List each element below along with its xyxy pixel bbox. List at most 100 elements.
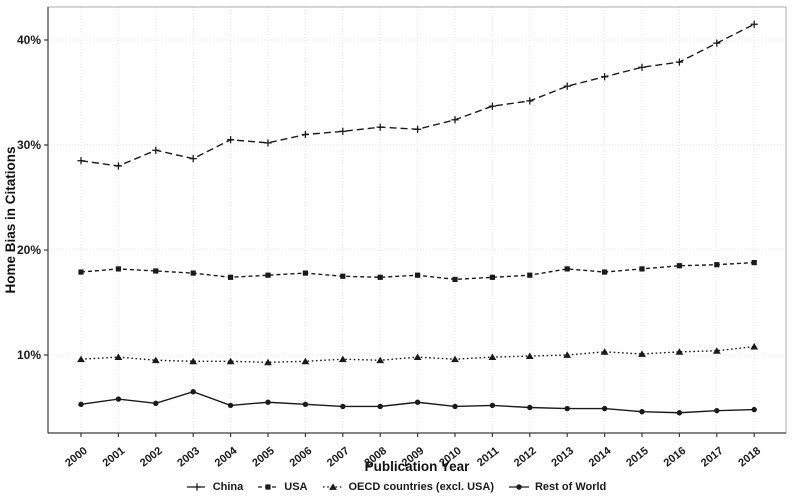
square-marker-icon: [714, 262, 720, 268]
x-tick-label: 2001: [101, 445, 128, 470]
triangle-marker-icon: [376, 356, 385, 364]
square-marker-icon: [751, 260, 757, 266]
x-tick-label: 2005: [250, 445, 277, 470]
triangle-marker-icon: [264, 358, 272, 366]
y-tick-label: 30%: [17, 138, 41, 152]
circle-marker-icon: [190, 389, 196, 395]
triangle-marker-icon: [712, 347, 721, 354]
square-marker-icon: [265, 484, 271, 490]
square-marker-icon: [527, 272, 533, 278]
chart-legend: China USA OECD countries (excl. USA) Res…: [0, 477, 792, 497]
series-oecd-countries-excl-usa-: [77, 343, 759, 366]
x-tick-label: 2003: [175, 445, 202, 470]
square-legend-key: [258, 484, 279, 490]
square-marker-icon: [602, 269, 608, 275]
x-tick-label: 2014: [587, 444, 614, 469]
legend-item-usa: USA: [257, 480, 308, 494]
x-tick-label: 2013: [549, 445, 576, 470]
x-tick-label: 2000: [63, 445, 90, 470]
circle-legend-key: [508, 484, 529, 490]
triangle-legend-key: [322, 483, 343, 490]
x-tick-label: 2007: [325, 445, 352, 470]
series-usa: [78, 260, 757, 282]
x-tick-label: 2011: [475, 445, 501, 469]
legend-item-oecd: OECD countries (excl. USA): [322, 480, 494, 494]
triangle-marker-icon: [750, 343, 759, 350]
data-series: [77, 20, 759, 416]
legend-label: OECD countries (excl. USA): [348, 481, 494, 493]
series-china: [77, 20, 758, 170]
circle-marker-icon: [564, 405, 570, 412]
square-marker-icon: [302, 270, 308, 276]
legend-label: Rest of World: [534, 481, 607, 493]
circle-marker-icon: [115, 396, 122, 402]
square-marker-icon: [190, 270, 196, 276]
legend-item-china: China: [186, 480, 244, 494]
triangle-marker-icon: [675, 348, 684, 355]
circle-marker-icon: [751, 406, 757, 413]
circle-marker-icon: [227, 402, 234, 409]
square-marker-icon: [377, 274, 383, 280]
square-marker-icon: [415, 272, 421, 278]
circle-marker-icon: [452, 403, 458, 410]
triangle-marker-icon: [114, 353, 123, 360]
circle-marker-icon: [676, 410, 683, 416]
circle-marker-icon: [78, 401, 84, 408]
triangle-marker-icon: [600, 348, 609, 355]
circle-marker-icon: [714, 407, 720, 414]
square-marker-icon: [489, 274, 495, 280]
triangle-marker-icon: [338, 355, 347, 363]
circle-marker-icon: [508, 480, 530, 494]
circle-marker-icon: [302, 401, 309, 408]
triangle-marker-icon: [563, 351, 572, 358]
legend-label: USA: [284, 481, 308, 493]
square-marker-icon: [564, 266, 570, 272]
square-marker-icon: [340, 273, 346, 279]
square-marker-icon: [78, 269, 84, 275]
square-marker-icon: [153, 268, 159, 274]
panel-border: [47, 6, 787, 434]
circle-marker-icon: [639, 409, 645, 415]
x-tick-label: 2004: [213, 444, 240, 469]
triangle-marker-icon: [638, 350, 646, 357]
triangle-marker-icon: [525, 352, 534, 359]
triangle-marker-icon: [151, 356, 160, 364]
plus-marker-icon: [186, 480, 208, 494]
circle-marker-icon: [516, 484, 522, 490]
plus-legend-key: [186, 483, 207, 491]
panel-outline: [47, 6, 787, 434]
circle-marker-icon: [340, 403, 346, 410]
x-tick-label: 2012: [512, 445, 539, 470]
x-tick-label: 2018: [736, 445, 763, 470]
y-axis-title: Home Bias in Citations: [3, 146, 18, 293]
y-tick-label: 20%: [17, 243, 41, 257]
circle-marker-icon: [489, 402, 496, 409]
circle-marker-icon: [601, 405, 608, 412]
triangle-marker-icon: [226, 357, 235, 365]
legend-item-rest-of-world: Rest of World: [508, 480, 606, 494]
x-tick-label: 2016: [662, 445, 689, 470]
square-marker-icon: [257, 480, 279, 494]
circle-marker-icon: [265, 399, 271, 405]
square-marker-icon: [228, 274, 234, 280]
square-marker-icon: [639, 266, 645, 272]
x-tick-label: 2015: [624, 445, 651, 470]
triangle-marker-icon: [322, 480, 344, 494]
circle-marker-icon: [527, 404, 533, 411]
square-marker-icon: [265, 272, 271, 278]
y-tick-label: 10%: [17, 348, 41, 362]
circle-marker-icon: [377, 403, 383, 410]
x-axis-title: Publication Year: [365, 459, 471, 474]
axis-ticks: [44, 39, 755, 437]
x-tick-label: 2006: [288, 445, 315, 470]
square-marker-icon: [676, 263, 682, 269]
circle-marker-icon: [414, 399, 421, 405]
y-tick-label: 40%: [17, 33, 41, 47]
legend-label: China: [212, 481, 244, 493]
square-marker-icon: [115, 266, 121, 272]
triangle-marker-icon: [328, 483, 337, 490]
axis-tick-labels: 10% 20% 30% 40% 2000 2001 2002 2003 2004 2005 2006…: [17, 33, 763, 469]
gridlines: [48, 7, 786, 433]
